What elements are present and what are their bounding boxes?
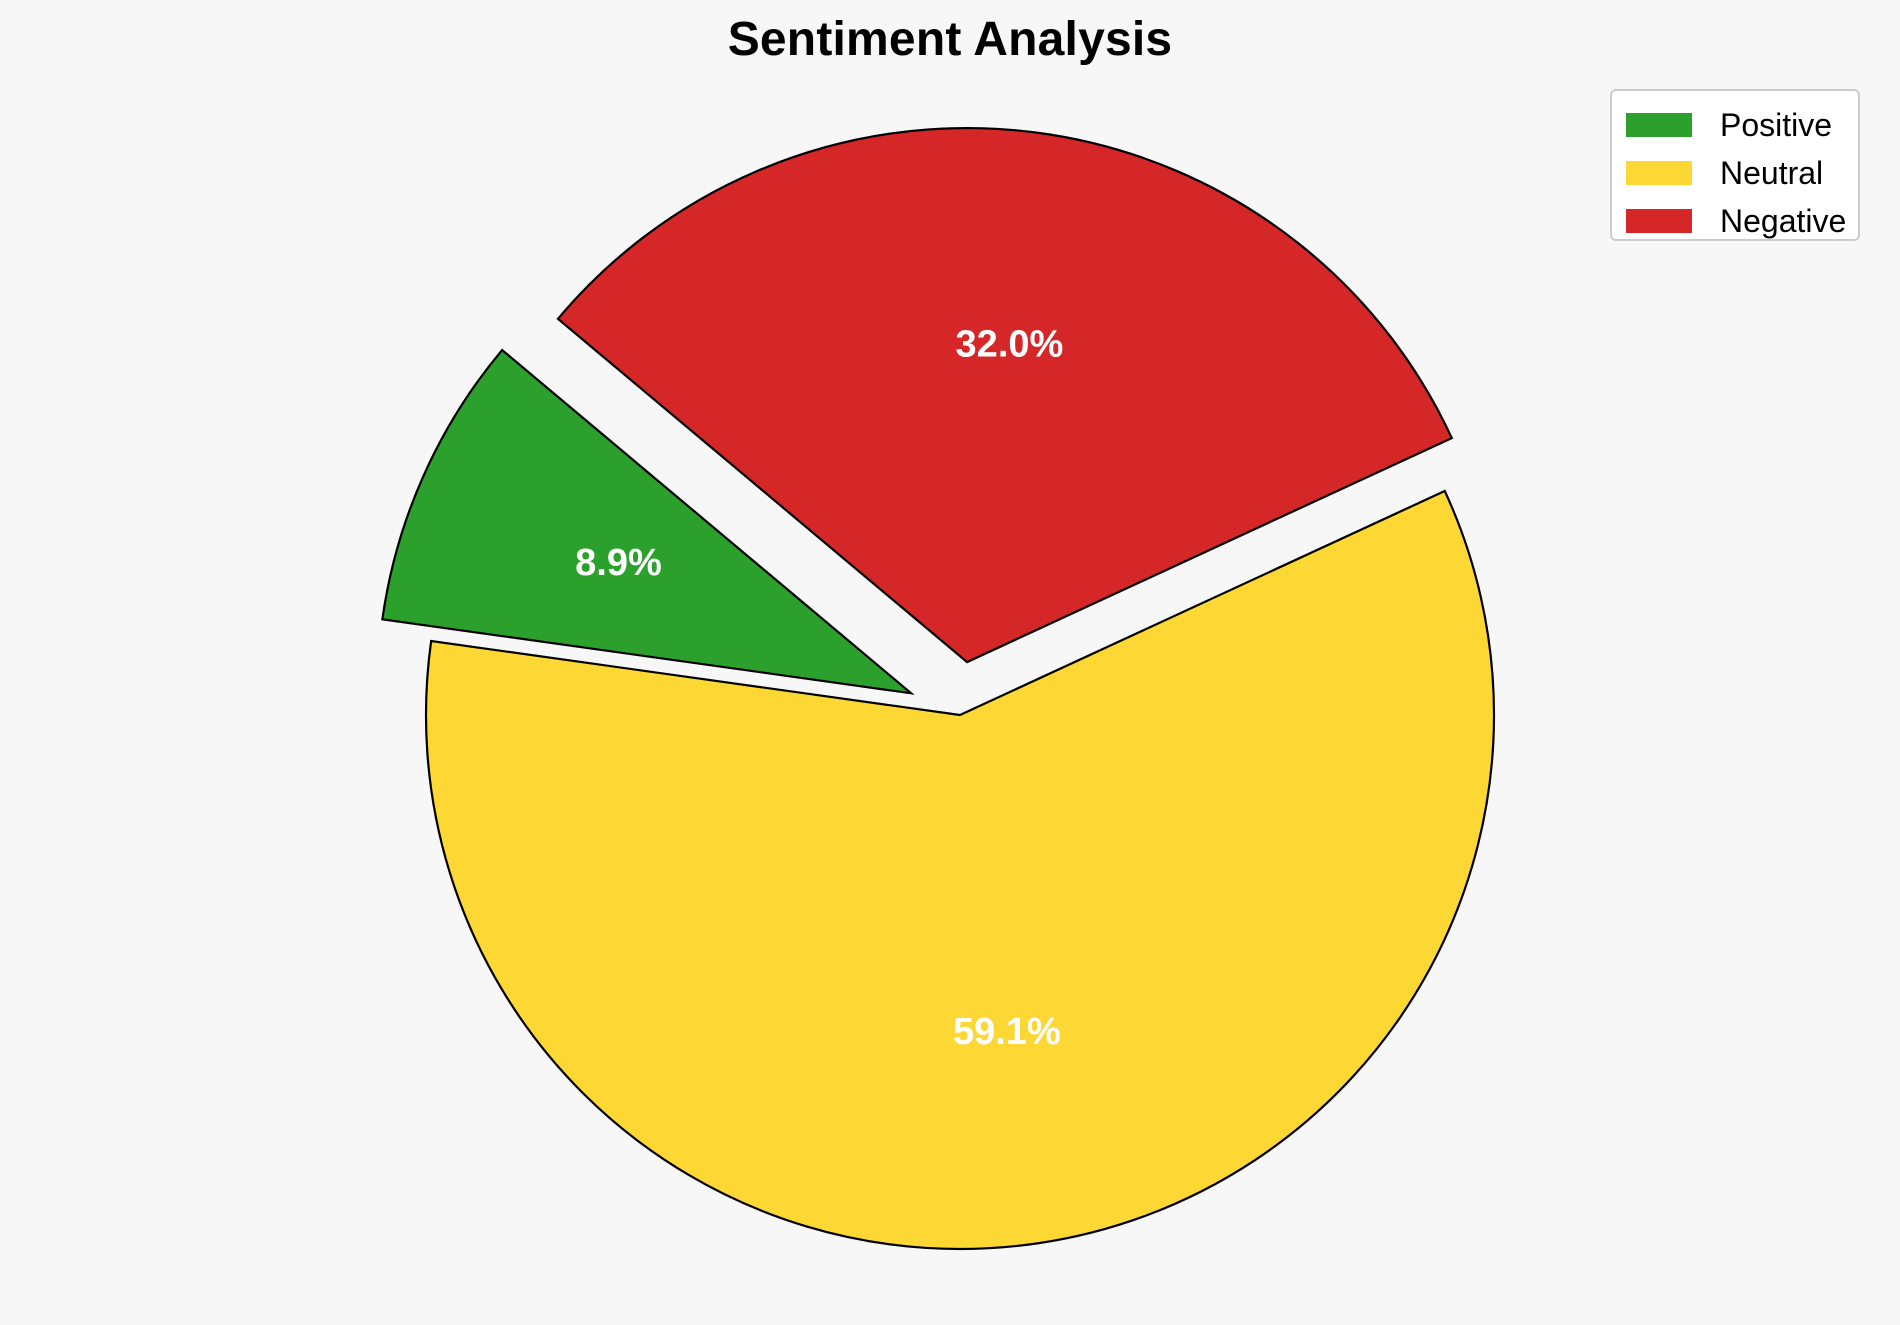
pie-slice-neutral xyxy=(424,489,1496,1251)
legend: Positive Neutral Negative xyxy=(1610,89,1860,241)
legend-item-neutral: Neutral xyxy=(1626,149,1858,197)
pie-label-negative: 32.0% xyxy=(956,323,1064,365)
pie-slices xyxy=(381,126,1496,1251)
legend-label-negative: Negative xyxy=(1720,202,1847,239)
legend-swatch-neutral xyxy=(1626,161,1692,185)
pie-slice-labels: 8.9% 59.1% 32.0% xyxy=(575,323,1063,1052)
pie-slice-positive xyxy=(381,348,915,695)
pie-slice-negative xyxy=(556,126,1454,664)
legend-swatch-negative xyxy=(1626,209,1692,233)
legend-item-negative: Negative xyxy=(1626,197,1858,245)
pie-label-neutral: 59.1% xyxy=(953,1011,1061,1053)
legend-label-neutral: Neutral xyxy=(1720,154,1824,191)
legend-swatch-positive xyxy=(1626,113,1692,137)
legend-item-positive: Positive xyxy=(1626,101,1858,149)
pie-label-positive: 8.9% xyxy=(575,542,662,584)
chart-title: Sentiment Analysis xyxy=(727,13,1173,66)
legend-label-positive: Positive xyxy=(1720,106,1833,143)
